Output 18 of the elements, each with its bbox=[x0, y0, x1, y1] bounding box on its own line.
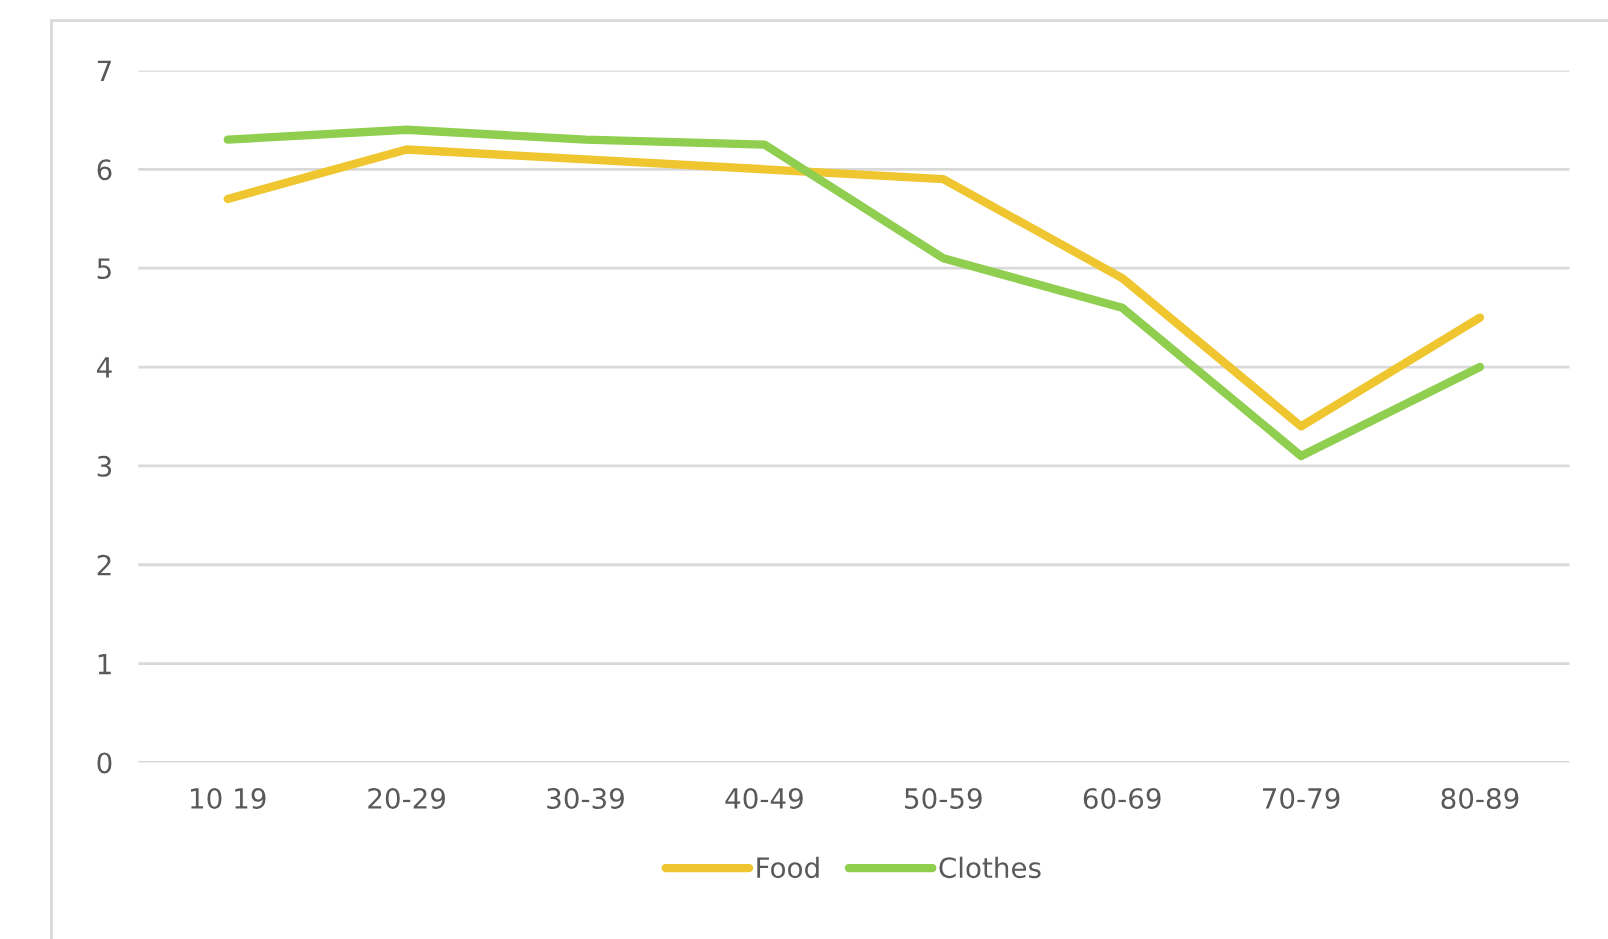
x-tick-label: 10 19 bbox=[191, 787, 266, 809]
x-tick-label: 20-29 bbox=[368, 787, 446, 809]
y-tick-label: 2 bbox=[97, 554, 111, 576]
y-tick-label: 4 bbox=[96, 357, 112, 378]
y-tick-label: 0 bbox=[97, 752, 112, 774]
y-tick-label: 3 bbox=[97, 455, 112, 477]
legend-label: Clothes bbox=[939, 856, 1041, 879]
x-tick-label: 70-79 bbox=[1262, 787, 1340, 809]
x-tick-label: 30-39 bbox=[547, 787, 624, 809]
x-tick-label: 60-69 bbox=[1083, 787, 1161, 809]
x-tick-label: 80-89 bbox=[1441, 787, 1519, 809]
y-tick-label: 5 bbox=[97, 258, 111, 280]
y-tick-label: 7 bbox=[97, 60, 111, 81]
x-tick-label: 50-59 bbox=[905, 787, 982, 809]
legend-label: Food bbox=[757, 856, 819, 879]
x-tick-label: 40-49 bbox=[725, 787, 803, 809]
y-tick-label: 1 bbox=[98, 653, 111, 675]
y-tick-label: 6 bbox=[97, 159, 112, 181]
